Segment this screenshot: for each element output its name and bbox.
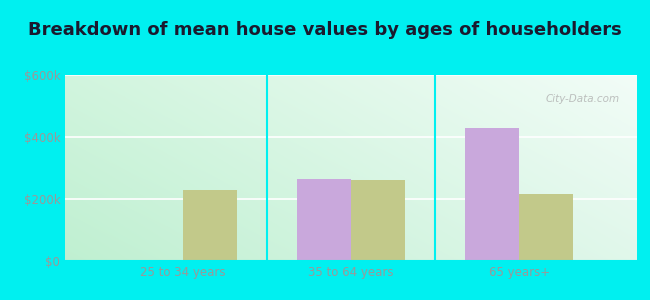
Bar bbox=[351, 180, 405, 261]
Bar bbox=[297, 179, 351, 261]
Bar bbox=[519, 194, 573, 261]
Bar bbox=[465, 128, 519, 261]
Bar bbox=[183, 190, 237, 261]
Text: City-Data.com: City-Data.com bbox=[546, 94, 620, 103]
Text: Breakdown of mean house values by ages of householders: Breakdown of mean house values by ages o… bbox=[28, 21, 622, 39]
